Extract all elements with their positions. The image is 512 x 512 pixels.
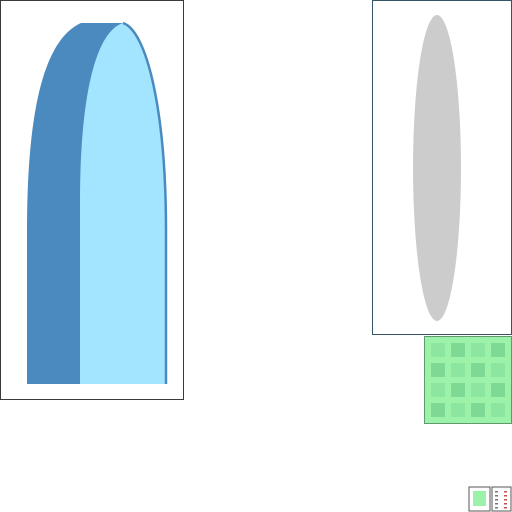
- checker-pattern-icon: [425, 337, 511, 423]
- mini-toolbar: [468, 486, 512, 512]
- left-preview-panel: [0, 0, 184, 400]
- ellipse-icon: [413, 15, 461, 321]
- pattern-swatch[interactable]: [424, 336, 512, 424]
- pattern-thumbnail-icon[interactable]: [468, 486, 491, 512]
- half-lens-icon: [27, 21, 168, 384]
- right-preview-panel: [372, 0, 512, 335]
- lens-front-shape: [80, 23, 166, 384]
- grey-ellipse: [413, 15, 461, 321]
- list-icon[interactable]: [491, 486, 512, 512]
- lens-edge-stroke: [122, 21, 168, 384]
